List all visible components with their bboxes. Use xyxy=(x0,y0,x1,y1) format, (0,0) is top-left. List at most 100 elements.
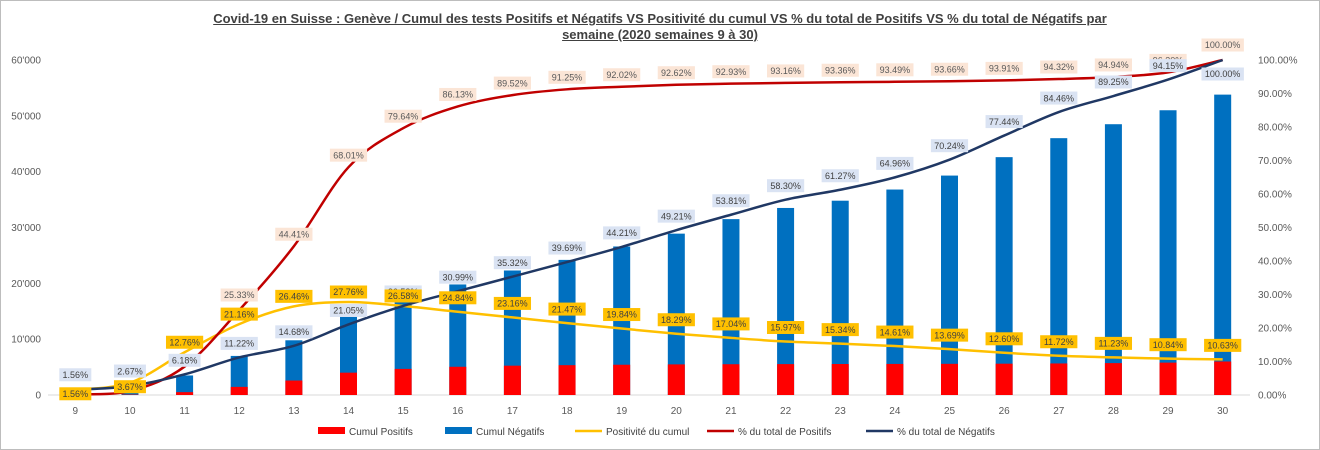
data-label-pct-positifs-bg xyxy=(1094,58,1133,72)
data-label-pct-positifs: 44.41% xyxy=(279,229,310,239)
data-label-positivite: 21.16% xyxy=(224,309,255,319)
data-label-positivite: 19.84% xyxy=(606,310,637,320)
y-right-tick-label: 80.00% xyxy=(1258,123,1292,134)
y-right-tick-label: 90.00% xyxy=(1258,89,1292,100)
data-label-pct-negatifs-bg xyxy=(329,303,368,317)
data-label-pct-positifs: 93.36% xyxy=(825,65,856,75)
data-label-positivite: 14.61% xyxy=(880,327,911,337)
data-label-pct-negatifs: 70.24% xyxy=(934,141,965,151)
legend-cumul-negatifs: Cumul Négatifs xyxy=(476,427,544,438)
data-label-pct-positifs-bg xyxy=(329,148,368,162)
data-label-pct-positifs-bg xyxy=(657,66,695,80)
data-label-pct-negatifs: 44.21% xyxy=(606,228,637,238)
y-left-tick-label: 50'000 xyxy=(11,111,41,122)
data-label-positivite-bg xyxy=(766,321,805,335)
data-label-pct-negatifs-bg xyxy=(493,256,532,270)
data-label-pct-positifs: 93.49% xyxy=(880,65,911,75)
x-tick-label: 18 xyxy=(561,406,573,417)
data-label-pct-positifs: 93.16% xyxy=(770,66,801,76)
data-label-pct-positifs-bg xyxy=(930,62,969,76)
data-label-positivite: 24.84% xyxy=(443,293,474,303)
x-tick-label: 16 xyxy=(452,406,464,417)
y-right-tick-label: 20.00% xyxy=(1258,324,1292,335)
bar-cumul-positifs xyxy=(176,392,194,395)
x-tick-label: 21 xyxy=(725,406,737,417)
legend-cumul-negatifs-swatch xyxy=(445,427,472,434)
legend-pct-total-positifs: % du total de Positifs xyxy=(738,427,831,438)
bar-cumul-positifs xyxy=(1214,361,1232,395)
data-label-pct-negatifs-bg xyxy=(439,270,477,284)
x-tick-label: 19 xyxy=(616,406,628,417)
data-label-positivite: 26.58% xyxy=(388,291,419,301)
data-label-pct-positifs: 89.52% xyxy=(497,78,528,88)
data-label-positivite: 11.23% xyxy=(1098,339,1128,349)
x-tick-label: 25 xyxy=(944,406,956,417)
data-label-positivite-bg xyxy=(220,307,258,321)
x-tick-label: 22 xyxy=(780,406,792,417)
bar-cumul-positifs xyxy=(1159,362,1177,395)
legend-positivite-du-cumul: Positivité du cumul xyxy=(606,427,689,438)
bar-cumul-negatifs xyxy=(1050,138,1068,395)
data-label-positivite-bg xyxy=(1149,338,1187,352)
data-label-positivite: 12.60% xyxy=(989,334,1020,344)
data-label-pct-negatifs-bg xyxy=(1040,91,1078,105)
data-label-pct-negatifs-bg xyxy=(821,169,859,183)
y-right-tick-label: 30.00% xyxy=(1258,290,1292,301)
data-label-pct-negatifs: 89.25% xyxy=(1098,77,1129,87)
data-label-positivite-bg xyxy=(876,325,914,339)
data-label-pct-positifs: 94.32% xyxy=(1044,62,1075,72)
x-tick-label: 24 xyxy=(889,406,901,417)
data-label-pct-negatifs: 14.68% xyxy=(279,327,310,337)
bar-cumul-positifs xyxy=(722,364,740,395)
data-label-positivite-bg xyxy=(1094,336,1133,350)
data-label-pct-positifs-bg xyxy=(603,68,641,82)
data-label-pct-positifs: 92.62% xyxy=(661,68,692,78)
y-left-tick-label: 0 xyxy=(35,391,41,402)
bar-cumul-positifs xyxy=(503,365,521,395)
data-label-pct-negatifs: 11.22% xyxy=(224,339,254,349)
chart-title-line-1: Covid-19 en Suisse : Genève / Cumul des … xyxy=(213,11,1107,26)
x-tick-label: 29 xyxy=(1162,406,1174,417)
data-label-positivite-bg xyxy=(493,296,532,310)
bar-cumul-positifs xyxy=(230,386,248,395)
bar-cumul-positifs xyxy=(449,366,467,395)
data-label-pct-positifs-bg xyxy=(1201,38,1244,52)
bar-cumul-negatifs xyxy=(995,157,1013,395)
data-label-positivite: 3.67% xyxy=(117,382,143,392)
data-label-pct-negatifs: 2.67% xyxy=(117,366,143,376)
y-right-tick-label: 70.00% xyxy=(1258,156,1292,167)
data-label-positivite-bg xyxy=(930,328,969,342)
data-label-positivite-bg xyxy=(275,289,313,303)
data-label-pct-negatifs: 53.81% xyxy=(716,196,747,206)
data-label-pct-positifs: 93.66% xyxy=(934,64,965,74)
bar-cumul-positifs xyxy=(1104,363,1122,395)
bar-cumul-positifs xyxy=(941,363,958,395)
data-label-pct-positifs-bg xyxy=(439,87,477,101)
bar-cumul-positifs xyxy=(340,372,357,395)
bar-cumul-negatifs xyxy=(886,189,904,395)
bar-cumul-negatifs xyxy=(941,175,958,395)
y-right-tick-label: 10.00% xyxy=(1258,357,1292,368)
data-label-positivite: 15.34% xyxy=(825,325,856,335)
data-label-positivite-bg xyxy=(985,332,1023,346)
x-tick-label: 30 xyxy=(1217,406,1229,417)
data-label-positivite: 11.72% xyxy=(1044,337,1074,347)
data-label-pct-positifs: 25.33% xyxy=(224,290,255,300)
bar-cumul-positifs xyxy=(831,363,849,395)
x-tick-label: 28 xyxy=(1108,406,1120,417)
data-label-pct-negatifs-bg xyxy=(113,364,146,378)
data-label-pct-positifs-bg xyxy=(548,70,586,84)
data-label-pct-positifs-bg xyxy=(985,61,1023,75)
data-label-pct-negatifs: 21.05% xyxy=(333,306,364,316)
data-label-positivite-bg xyxy=(1204,338,1242,352)
x-tick-label: 26 xyxy=(999,406,1011,417)
data-label-pct-negatifs: 49.21% xyxy=(661,211,692,221)
data-label-pct-negatifs-bg xyxy=(59,368,92,382)
data-label-positivite: 27.76% xyxy=(333,287,364,297)
x-tick-label: 9 xyxy=(73,406,79,417)
data-label-pct-positifs-bg xyxy=(220,288,258,302)
data-label-pct-positifs: 91.25% xyxy=(552,73,583,83)
line-pct-total-negatifs xyxy=(75,58,1224,392)
x-tick-label: 23 xyxy=(835,406,847,417)
